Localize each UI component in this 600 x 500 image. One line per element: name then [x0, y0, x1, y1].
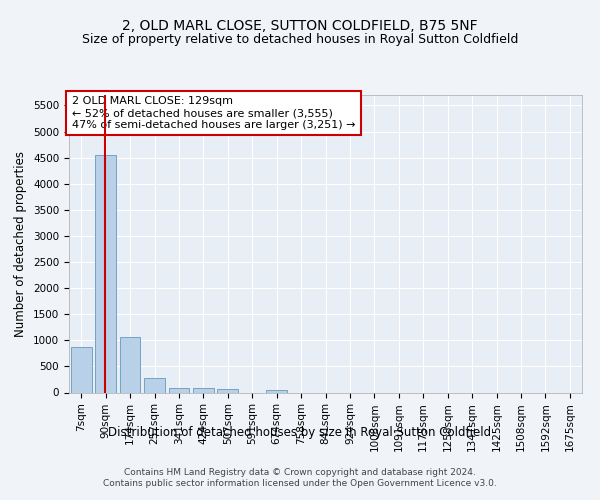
- Text: Contains HM Land Registry data © Crown copyright and database right 2024.
Contai: Contains HM Land Registry data © Crown c…: [103, 468, 497, 487]
- Bar: [217, 390, 238, 392]
- Text: Distribution of detached houses by size in Royal Sutton Coldfield: Distribution of detached houses by size …: [109, 426, 491, 439]
- Y-axis label: Number of detached properties: Number of detached properties: [14, 151, 28, 337]
- Text: 2, OLD MARL CLOSE, SUTTON COLDFIELD, B75 5NF: 2, OLD MARL CLOSE, SUTTON COLDFIELD, B75…: [122, 19, 478, 33]
- Text: Size of property relative to detached houses in Royal Sutton Coldfield: Size of property relative to detached ho…: [82, 32, 518, 46]
- Bar: [266, 390, 287, 392]
- Bar: [193, 388, 214, 392]
- Bar: [71, 346, 92, 393]
- Text: 2 OLD MARL CLOSE: 129sqm
← 52% of detached houses are smaller (3,555)
47% of sem: 2 OLD MARL CLOSE: 129sqm ← 52% of detach…: [71, 96, 355, 130]
- Bar: [144, 378, 165, 392]
- Bar: [119, 337, 140, 392]
- Bar: [169, 388, 190, 392]
- Bar: [95, 154, 116, 392]
